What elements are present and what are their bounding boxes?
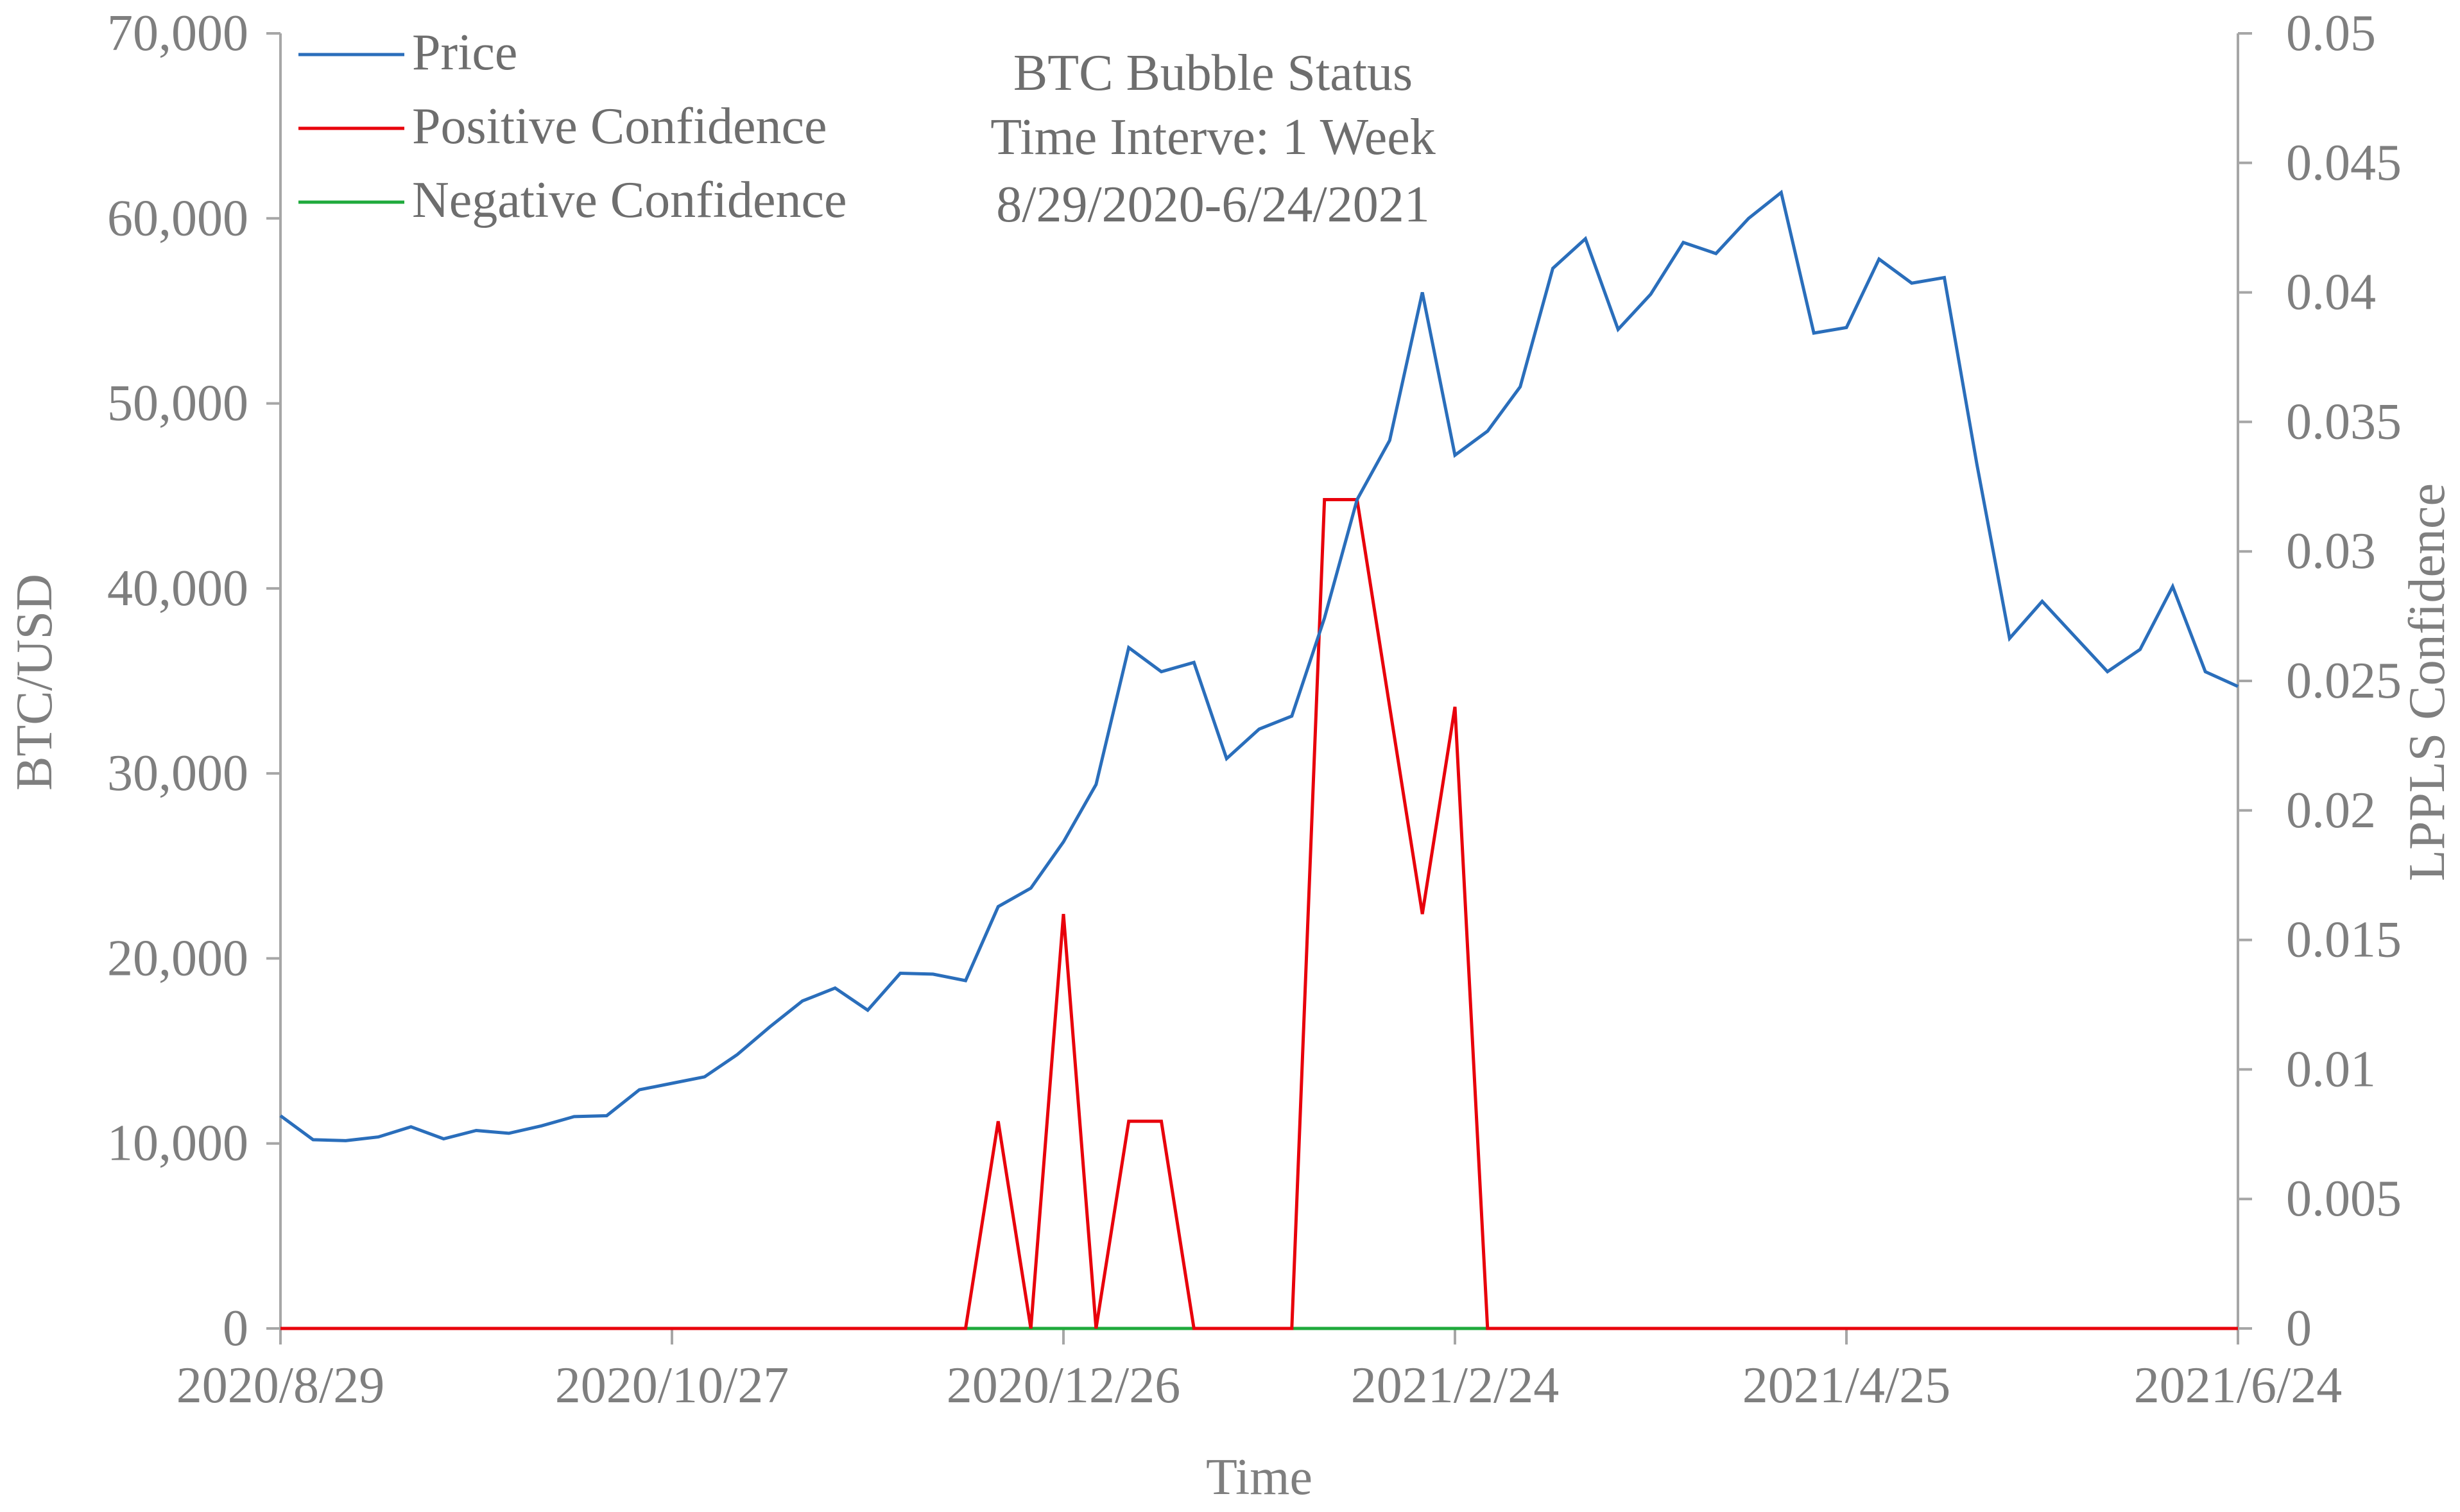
legend-label-positive: Positive Confidence — [412, 98, 827, 155]
legend-label-price: Price — [412, 24, 517, 81]
y2-tick-label: 0 — [2286, 1300, 2312, 1357]
y-tick-label: 0 — [223, 1300, 248, 1357]
y-tick-label: 30,000 — [107, 745, 248, 802]
y2-tick-label: 0.03 — [2286, 523, 2376, 580]
x-tick-label: 2021/2/24 — [1351, 1357, 1559, 1414]
x-axis-title: Time — [1206, 1449, 1312, 1506]
y2-tick-label: 0.005 — [2286, 1171, 2402, 1227]
x-tick-label: 2021/4/25 — [1742, 1357, 1950, 1414]
legend: Price Positive Confidence Negative Confi… — [298, 24, 847, 228]
y-tick-label: 60,000 — [107, 190, 248, 246]
y2-tick-label: 0.025 — [2286, 653, 2402, 709]
y2-axis-title: LPPLS Confidence — [2399, 483, 2456, 881]
y2-tick-label: 0.015 — [2286, 912, 2402, 968]
y2-tick-label: 0.035 — [2286, 393, 2402, 450]
axes-layer: 0 10,000 20,000 30,000 40,000 50,000 60,000 70,… — [107, 5, 2402, 1414]
y-tick-label: 10,000 — [107, 1115, 248, 1172]
y-tick-label: 20,000 — [107, 930, 248, 986]
title-line-3: 8/29/2020-6/24/2021 — [996, 176, 1430, 233]
y-tick-label: 40,000 — [107, 560, 248, 617]
legend-label-negative: Negative Confidence — [412, 172, 847, 228]
x-tick-label: 2020/12/26 — [947, 1357, 1180, 1414]
y2-tick-label: 0.045 — [2286, 135, 2402, 191]
x-tick-label: 2020/10/27 — [555, 1357, 789, 1414]
y2-tick-label: 0.05 — [2286, 5, 2376, 62]
y2-tick-label: 0.02 — [2286, 782, 2376, 839]
y2-tick-label: 0.04 — [2286, 264, 2376, 321]
chart-title: BTC Bubble Status Time Interve: 1 Week 8… — [990, 45, 1435, 233]
x-tick-label: 2021/6/24 — [2134, 1357, 2342, 1414]
price-line — [279, 189, 2239, 1142]
y2-tick-label: 0.01 — [2286, 1041, 2376, 1097]
title-line-2: Time Interve: 1 Week — [990, 109, 1435, 166]
positive-confidence-line — [280, 498, 2238, 1330]
series-layer — [279, 189, 2239, 1330]
y-tick-label: 70,000 — [107, 5, 248, 62]
y-axis-title: BTC/USD — [6, 574, 63, 791]
title-line-1: BTC Bubble Status — [1013, 45, 1413, 101]
y-tick-label: 50,000 — [107, 375, 248, 432]
x-tick-label: 2020/8/29 — [176, 1357, 384, 1414]
